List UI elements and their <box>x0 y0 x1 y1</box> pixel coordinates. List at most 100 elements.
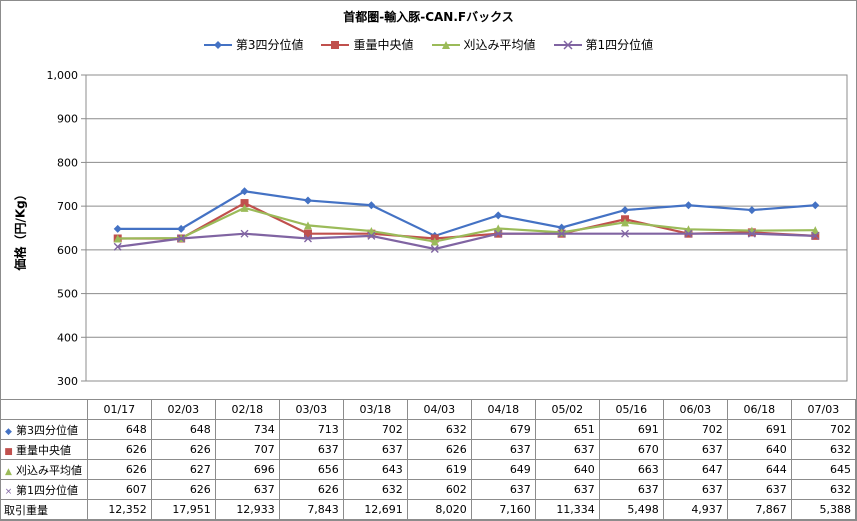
data-label: 637 <box>726 479 792 500</box>
data-label: 626 <box>278 479 344 500</box>
data-label: 607 <box>86 479 152 500</box>
data-point <box>811 201 820 210</box>
data-label: 640 <box>534 459 600 480</box>
data-point <box>177 234 186 243</box>
x-tick-label: 04/03 <box>406 399 472 420</box>
data-label: 632 <box>790 479 857 500</box>
row-label: 取引重量 <box>0 499 88 520</box>
series-row-label: ■ 重量中央値 <box>0 439 88 460</box>
legend-item-q1: 第1四分位値 <box>553 36 654 53</box>
data-point <box>367 231 376 240</box>
data-point <box>621 218 630 227</box>
data-point <box>621 229 630 238</box>
line-chart: 300 400 500 600 700 800 900 1,000 <box>47 69 848 388</box>
data-label: 645 <box>790 459 857 480</box>
legend-key-icon: × <box>4 486 13 497</box>
data-label: 713 <box>278 419 344 440</box>
table-row: ■ 重量中央値 626 626 707 637 637 626 637 637 670 637 640 6… <box>0 439 857 460</box>
data-point <box>177 224 186 233</box>
y-tick-label: 900 <box>57 113 78 126</box>
chart-legend: 第3四分位値 重量中央値 刈込み平均値 第1四分位値 <box>0 36 857 53</box>
data-point <box>240 229 249 238</box>
data-label: 626 <box>86 459 152 480</box>
table-header-row: 01/17 02/03 02/18 03/03 03/18 04/03 04/18 05/02… <box>0 399 857 420</box>
data-label: 637 <box>214 479 280 500</box>
y-tick-label: 500 <box>57 288 78 301</box>
data-label: 632 <box>342 479 408 500</box>
table-cell: 7,160 <box>470 499 536 520</box>
data-point <box>113 242 122 251</box>
data-point <box>303 234 312 243</box>
chart-title: 首都圏-輸入豚-CAN.Fバックス <box>343 10 514 24</box>
y-tick-label: 600 <box>57 244 78 257</box>
table-cell: 8,020 <box>406 499 472 520</box>
x-tick-label: 01/17 <box>86 399 152 420</box>
table-cell: 7,843 <box>278 499 344 520</box>
x-tick-label: 05/16 <box>598 399 664 420</box>
data-label: 637 <box>470 479 536 500</box>
table-row: ▲ 刈込み平均値 626 627 696 656 643 619 649 640 663 647 644… <box>0 459 857 480</box>
series-row-label: ▲ 刈込み平均値 <box>0 459 88 480</box>
data-point <box>113 234 122 243</box>
table-row: ◆ 第3四分位値 648 648 734 713 702 632 679 651 691 702 691… <box>0 419 857 440</box>
data-label: 626 <box>86 439 152 460</box>
data-point <box>240 199 249 208</box>
data-label: 663 <box>598 459 664 480</box>
x-tick-label: 04/18 <box>470 399 536 420</box>
legend-marker-triangle <box>431 40 460 49</box>
series-name: 重量中央値 <box>16 443 71 457</box>
series-row-label: ◆ 第3四分位値 <box>0 419 88 440</box>
x-tick-label: 05/02 <box>534 399 600 420</box>
data-label: 649 <box>470 459 536 480</box>
x-tick-label: 02/18 <box>214 399 280 420</box>
data-point <box>684 229 693 238</box>
legend-item-q3: 第3四分位値 <box>203 36 303 53</box>
data-point <box>430 237 439 246</box>
x-tick-label: 03/18 <box>342 399 408 420</box>
data-label: 637 <box>598 479 664 500</box>
data-label: 651 <box>534 419 600 440</box>
data-point <box>557 223 566 232</box>
data-label: 626 <box>150 439 216 460</box>
corner-cell <box>0 399 88 420</box>
legend-marker-x <box>553 39 582 50</box>
table-cell: 4,937 <box>662 499 728 520</box>
table-row: 取引重量 12,352 17,951 12,933 7,843 12,691 8,020 7,… <box>0 499 857 520</box>
data-label: 691 <box>726 419 792 440</box>
data-label: 670 <box>598 439 664 460</box>
data-point <box>113 224 122 233</box>
legend-key-icon: ▲ <box>5 466 12 477</box>
series-name: 刈込み平均値 <box>16 463 82 477</box>
table-cell: 17,951 <box>150 499 216 520</box>
data-label: 637 <box>470 439 536 460</box>
table-cell: 7,867 <box>726 499 792 520</box>
x-tick-label: 06/18 <box>726 399 792 420</box>
table-cell: 12,352 <box>86 499 152 520</box>
data-point <box>303 196 312 205</box>
x-tick-label: 06/03 <box>662 399 728 420</box>
series-line <box>117 206 816 243</box>
data-point <box>430 244 439 253</box>
data-label: 637 <box>534 439 600 460</box>
y-tick-label: 1,000 <box>47 69 79 82</box>
data-label: 707 <box>214 439 280 460</box>
data-label: 626 <box>150 479 216 500</box>
legend-label: 第1四分位値 <box>585 38 654 52</box>
data-point <box>557 229 566 238</box>
data-label: 702 <box>342 419 408 440</box>
y-tick-label: 800 <box>57 156 78 169</box>
series-row-label: × 第1四分位値 <box>0 479 88 500</box>
series-line <box>117 190 816 238</box>
data-label: 643 <box>342 459 408 480</box>
legend-key-icon: ■ <box>4 446 13 457</box>
series-name: 第3四分位値 <box>16 423 78 437</box>
data-label: 602 <box>406 479 472 500</box>
data-table: 01/17 02/03 02/18 03/03 03/18 04/03 04/18 05/02… <box>0 399 857 520</box>
data-point <box>811 226 820 235</box>
data-label: 637 <box>278 439 344 460</box>
data-label: 647 <box>662 459 728 480</box>
y-tick-label: 400 <box>57 331 78 344</box>
data-label: 702 <box>662 419 728 440</box>
table-cell: 12,691 <box>342 499 408 520</box>
data-label: 734 <box>214 419 280 440</box>
